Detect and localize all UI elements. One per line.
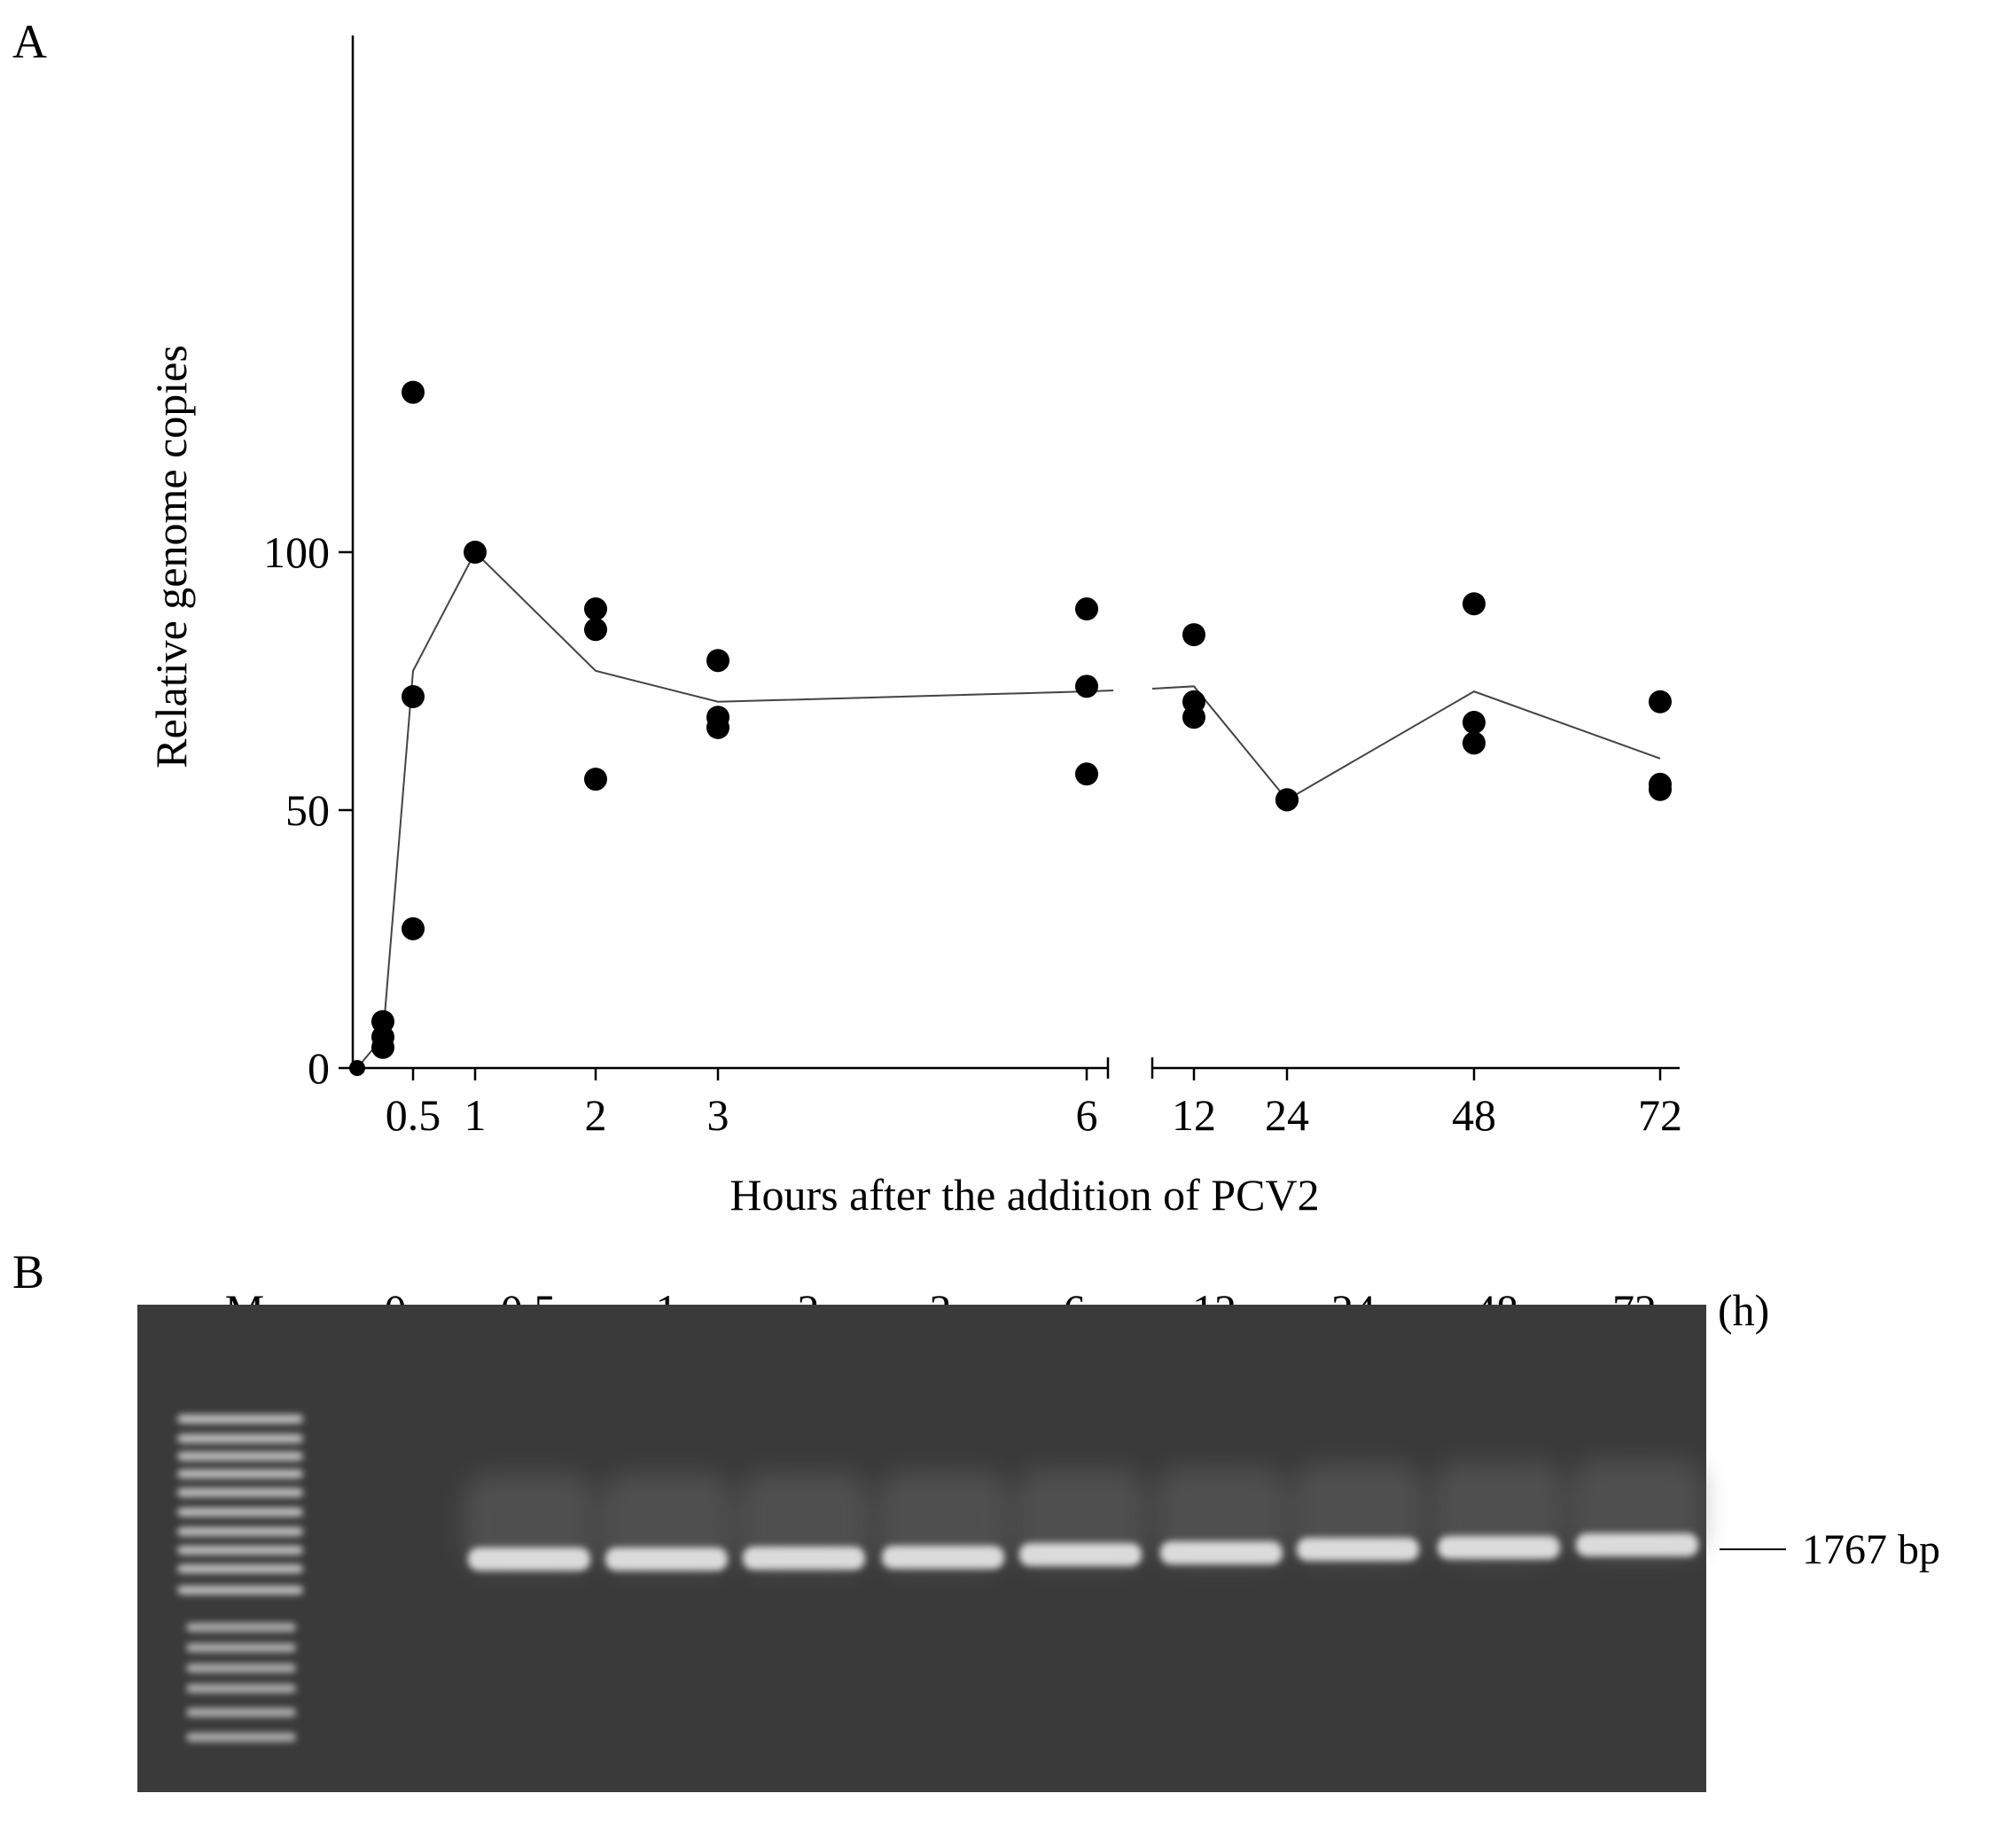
data-point: [706, 715, 729, 739]
gel-image: [137, 1305, 1706, 1792]
data-point: [1462, 711, 1486, 735]
band-smear: [464, 1474, 595, 1571]
ladder-band: [186, 1684, 296, 1693]
band-size-label: 1767 bp: [1802, 1526, 1940, 1573]
time-unit-label: (h): [1718, 1285, 1769, 1335]
sample-bands: [464, 1460, 1703, 1571]
sample-band: [743, 1547, 865, 1570]
panel-a-label: A: [12, 15, 47, 68]
sample-band: [468, 1548, 590, 1571]
sample-band: [1297, 1538, 1419, 1561]
data-point: [1275, 788, 1299, 812]
ladder-band: [177, 1546, 303, 1555]
mean-line-group: [356, 550, 1661, 1069]
ladder-band: [177, 1586, 303, 1595]
data-point: [706, 649, 729, 673]
data-point: [464, 541, 487, 564]
panel-b-label: B: [12, 1245, 44, 1298]
x-axis-label: Hours after the addition of PCV2: [729, 1170, 1319, 1220]
y-tick-label: 0: [308, 1043, 330, 1093]
data-point: [1075, 597, 1098, 621]
x-tick-label: 72: [1638, 1090, 1682, 1140]
ladder-band: [177, 1452, 303, 1461]
data-point: [1462, 592, 1486, 616]
x-tick-label: 48: [1452, 1090, 1496, 1140]
x-tick-label: 0.5: [386, 1090, 441, 1140]
ladder-band: [186, 1708, 296, 1717]
y-tick-label: 50: [285, 785, 330, 835]
sample-band: [1438, 1536, 1560, 1559]
band-smear: [1292, 1464, 1424, 1562]
ladder-band: [177, 1527, 303, 1536]
data-point: [1462, 731, 1486, 755]
data-point: [402, 916, 425, 940]
y-axis-ticks: 0 50 100: [263, 527, 353, 1093]
ladder-band: [177, 1488, 303, 1497]
band-smear: [878, 1472, 1009, 1570]
x-axis-ticks: 0.5 1 2 3 6 12 24 48 72: [386, 1068, 1682, 1140]
band-smear: [1433, 1462, 1564, 1560]
sample-band: [882, 1546, 1004, 1569]
mean-line-right: [1151, 685, 1661, 801]
ladder-band: [177, 1470, 303, 1478]
data-point: [1182, 706, 1205, 729]
data-point: [371, 1035, 394, 1059]
sample-band: [605, 1548, 728, 1571]
ladder-band: [177, 1508, 303, 1517]
data-point: [584, 597, 607, 621]
data-point: [584, 768, 607, 791]
mean-line-left: [356, 550, 1114, 1069]
data-point: [349, 1060, 365, 1076]
data-point: [402, 684, 425, 708]
x-tick-label: 2: [585, 1090, 607, 1140]
x-tick-label: 24: [1265, 1090, 1309, 1140]
ladder-band: [186, 1623, 296, 1632]
sample-band: [1576, 1533, 1698, 1556]
band-smear: [1015, 1470, 1146, 1567]
data-point: [1075, 762, 1098, 786]
ladder-band: [186, 1643, 296, 1652]
band-smear: [1156, 1468, 1287, 1565]
ladder-band: [177, 1415, 303, 1423]
ladder-band: [177, 1564, 303, 1573]
y-axis-label: Relative genome copies: [146, 345, 196, 768]
data-point: [402, 380, 425, 404]
data-point: [1075, 674, 1098, 698]
data-point: [1649, 690, 1672, 713]
y-tick-label: 100: [263, 527, 330, 577]
ladder-band: [186, 1664, 296, 1673]
x-tick-label: 12: [1172, 1090, 1216, 1140]
x-tick-label: 3: [707, 1090, 729, 1140]
band-smear: [1572, 1460, 1703, 1557]
band-smear: [601, 1474, 732, 1571]
band-smear: [738, 1473, 870, 1571]
ladder-band: [186, 1733, 296, 1742]
data-points: [349, 380, 1672, 1076]
data-point: [584, 618, 607, 642]
x-tick-label: 1: [464, 1090, 487, 1140]
x-tick-label: 6: [1076, 1090, 1098, 1140]
marker-ladder: [177, 1415, 303, 1742]
sample-band: [1019, 1543, 1142, 1566]
data-point: [1649, 777, 1672, 801]
sample-band: [1160, 1541, 1283, 1564]
data-point: [1182, 623, 1205, 647]
ladder-band: [177, 1434, 303, 1443]
